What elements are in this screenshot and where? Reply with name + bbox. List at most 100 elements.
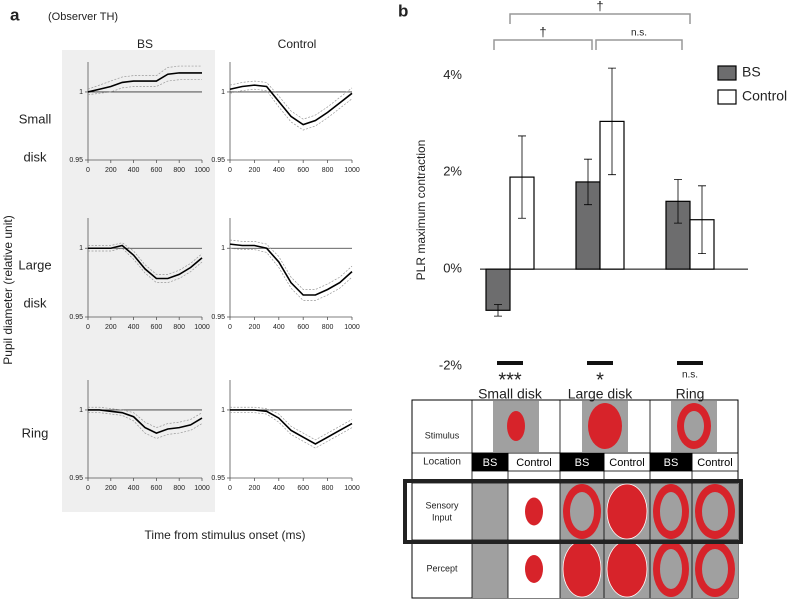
significance-bar: [677, 361, 703, 365]
cell-background: [472, 483, 508, 540]
cell-hole: [570, 492, 594, 531]
x-tick-label: 400: [128, 485, 140, 492]
location-label: BS: [483, 457, 498, 469]
location-label: BS: [664, 457, 679, 469]
bracket-label: †: [596, 0, 603, 13]
category-label: Large disk: [568, 386, 634, 402]
x-tick-label: 1000: [344, 324, 360, 331]
y-tick-label: 1: [221, 245, 225, 252]
x-tick-label: 1000: [344, 167, 360, 174]
cell-shape: [525, 555, 543, 583]
x-tick-label: 0: [86, 485, 90, 492]
y-tick-label: 1: [79, 407, 83, 414]
x-tick-label: 600: [151, 485, 163, 492]
column-header: BS: [137, 37, 153, 51]
x-tick-label: 0: [86, 167, 90, 174]
x-tick-label: 200: [249, 485, 261, 492]
observer-label: (Observer TH): [48, 11, 118, 23]
x-tick-label: 800: [322, 324, 334, 331]
x-tick-label: 600: [151, 167, 163, 174]
cell-shape: [606, 483, 648, 540]
y-tick-label: 0.95: [211, 314, 225, 321]
bracket-label: n.s.: [631, 28, 647, 39]
cell-shape: [562, 540, 602, 598]
x-tick-label: 600: [297, 324, 309, 331]
error-bar: [518, 135, 526, 219]
cell-shape: [525, 497, 543, 526]
y-tick-label: 1: [221, 407, 225, 414]
line-series: [87, 79, 202, 96]
panel-label: b: [398, 1, 408, 20]
line-series: [230, 406, 353, 441]
row-label: Large: [18, 257, 51, 272]
bs-background: [62, 50, 215, 512]
line-series: [87, 72, 202, 93]
x-tick-label: 200: [105, 324, 117, 331]
y-tick-label: 4%: [443, 67, 462, 82]
line-series: [229, 239, 353, 290]
y-tick-label: 2%: [443, 164, 462, 179]
line-series: [229, 80, 353, 120]
x-tick-label: 600: [297, 167, 309, 174]
x-tick-label: 400: [128, 167, 140, 174]
x-tick-label: 1000: [194, 324, 210, 331]
x-tick-label: 400: [128, 324, 140, 331]
stimulus-shape: [507, 411, 525, 441]
x-tick-label: 400: [273, 324, 285, 331]
legend-label: Control: [742, 88, 787, 104]
line-series: [229, 247, 353, 301]
bar: [485, 268, 511, 311]
x-tick-label: 400: [273, 167, 285, 174]
x-tick-label: 0: [86, 324, 90, 331]
location-label: Control: [697, 457, 732, 469]
x-tick-label: 200: [105, 167, 117, 174]
location-label: Control: [516, 457, 551, 469]
cell-background: [472, 540, 508, 598]
line-series: [88, 412, 203, 439]
bracket: [509, 13, 691, 24]
legend-swatch: [717, 89, 737, 105]
x-tick-label: 200: [249, 324, 261, 331]
line-series: [230, 409, 353, 445]
location-label: BS: [575, 457, 590, 469]
line-series: [88, 244, 203, 280]
location-label: Control: [609, 457, 644, 469]
y-tick-label: -2%: [439, 357, 463, 372]
line-series: [229, 243, 353, 296]
x-tick-label: 0: [228, 485, 232, 492]
x-tick-label: 200: [249, 167, 261, 174]
error-bar: [674, 179, 682, 224]
x-tick-label: 800: [322, 167, 334, 174]
significance-bar: [587, 361, 613, 365]
x-tick-label: 1000: [194, 485, 210, 492]
bracket: [493, 39, 593, 50]
y-tick-label: 0.95: [69, 314, 83, 321]
x-tick-label: 0: [228, 167, 232, 174]
cell-shape: [606, 540, 648, 598]
bracket-label: †: [539, 24, 546, 39]
cell-hole: [660, 492, 682, 531]
cell-hole: [702, 549, 728, 589]
y-tick-label: 0.95: [69, 157, 83, 164]
x-tick-label: 800: [173, 167, 185, 174]
bracket: [595, 39, 683, 50]
x-axis-label: Time from stimulus onset (ms): [145, 528, 306, 542]
error-bar: [494, 304, 502, 317]
row-label: disk: [23, 295, 47, 310]
x-tick-label: 800: [173, 324, 185, 331]
error-bar: [608, 67, 616, 176]
x-tick-label: 400: [273, 485, 285, 492]
highlight-box: [403, 479, 743, 544]
y-tick-label: 0.95: [211, 157, 225, 164]
x-tick-label: 600: [297, 485, 309, 492]
significance-label: ***: [498, 369, 522, 391]
line-series: [87, 65, 202, 90]
y-tick-label: 0%: [443, 261, 462, 276]
row-label: Percept: [426, 563, 458, 573]
line-series: [88, 242, 203, 275]
cell-hole: [660, 549, 682, 589]
x-tick-label: 800: [173, 485, 185, 492]
cell-hole: [702, 492, 728, 531]
significance-label: n.s.: [682, 370, 698, 381]
